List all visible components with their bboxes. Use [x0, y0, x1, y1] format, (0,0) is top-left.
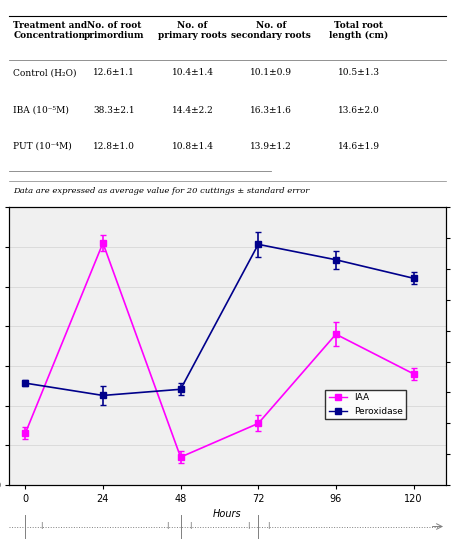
Text: IBA (10⁻⁵M): IBA (10⁻⁵M): [14, 106, 69, 115]
Text: PUT (10⁻⁴M): PUT (10⁻⁴M): [14, 142, 72, 150]
Legend: IAA, Peroxidase: IAA, Peroxidase: [325, 390, 406, 419]
Text: 10.8±1.4: 10.8±1.4: [172, 142, 213, 150]
Text: No. of
secondary roots: No. of secondary roots: [231, 21, 311, 40]
Text: I: I: [267, 522, 269, 531]
Text: 10.5±1.3: 10.5±1.3: [338, 68, 379, 77]
Text: Control (H₂O): Control (H₂O): [14, 68, 77, 77]
Text: 10.4±1.4: 10.4±1.4: [172, 68, 213, 77]
Text: I: I: [167, 522, 169, 531]
Text: 10.1±0.9: 10.1±0.9: [250, 68, 292, 77]
Text: Data are expressed as average value for 20 cuttings ± standard error: Data are expressed as average value for …: [14, 187, 310, 196]
Text: 16.3±1.6: 16.3±1.6: [250, 106, 292, 115]
Text: 14.4±2.2: 14.4±2.2: [172, 106, 213, 115]
Text: I: I: [247, 522, 250, 531]
Text: 13.6±2.0: 13.6±2.0: [338, 106, 379, 115]
Text: 13.9±1.2: 13.9±1.2: [250, 142, 292, 150]
Text: I: I: [40, 522, 43, 531]
Text: Total root
length (cm): Total root length (cm): [329, 21, 388, 40]
Text: I: I: [189, 522, 192, 531]
Text: No. of root
primordium: No. of root primordium: [84, 21, 144, 40]
Text: 14.6±1.9: 14.6±1.9: [338, 142, 379, 150]
Text: 38.3±2.1: 38.3±2.1: [93, 106, 135, 115]
X-axis label: Hours: Hours: [213, 510, 242, 520]
Text: 12.6±1.1: 12.6±1.1: [93, 68, 135, 77]
Text: Treatment and
Concentration: Treatment and Concentration: [14, 21, 88, 40]
Text: No. of
primary roots: No. of primary roots: [158, 21, 227, 40]
Text: 12.8±1.0: 12.8±1.0: [93, 142, 135, 150]
